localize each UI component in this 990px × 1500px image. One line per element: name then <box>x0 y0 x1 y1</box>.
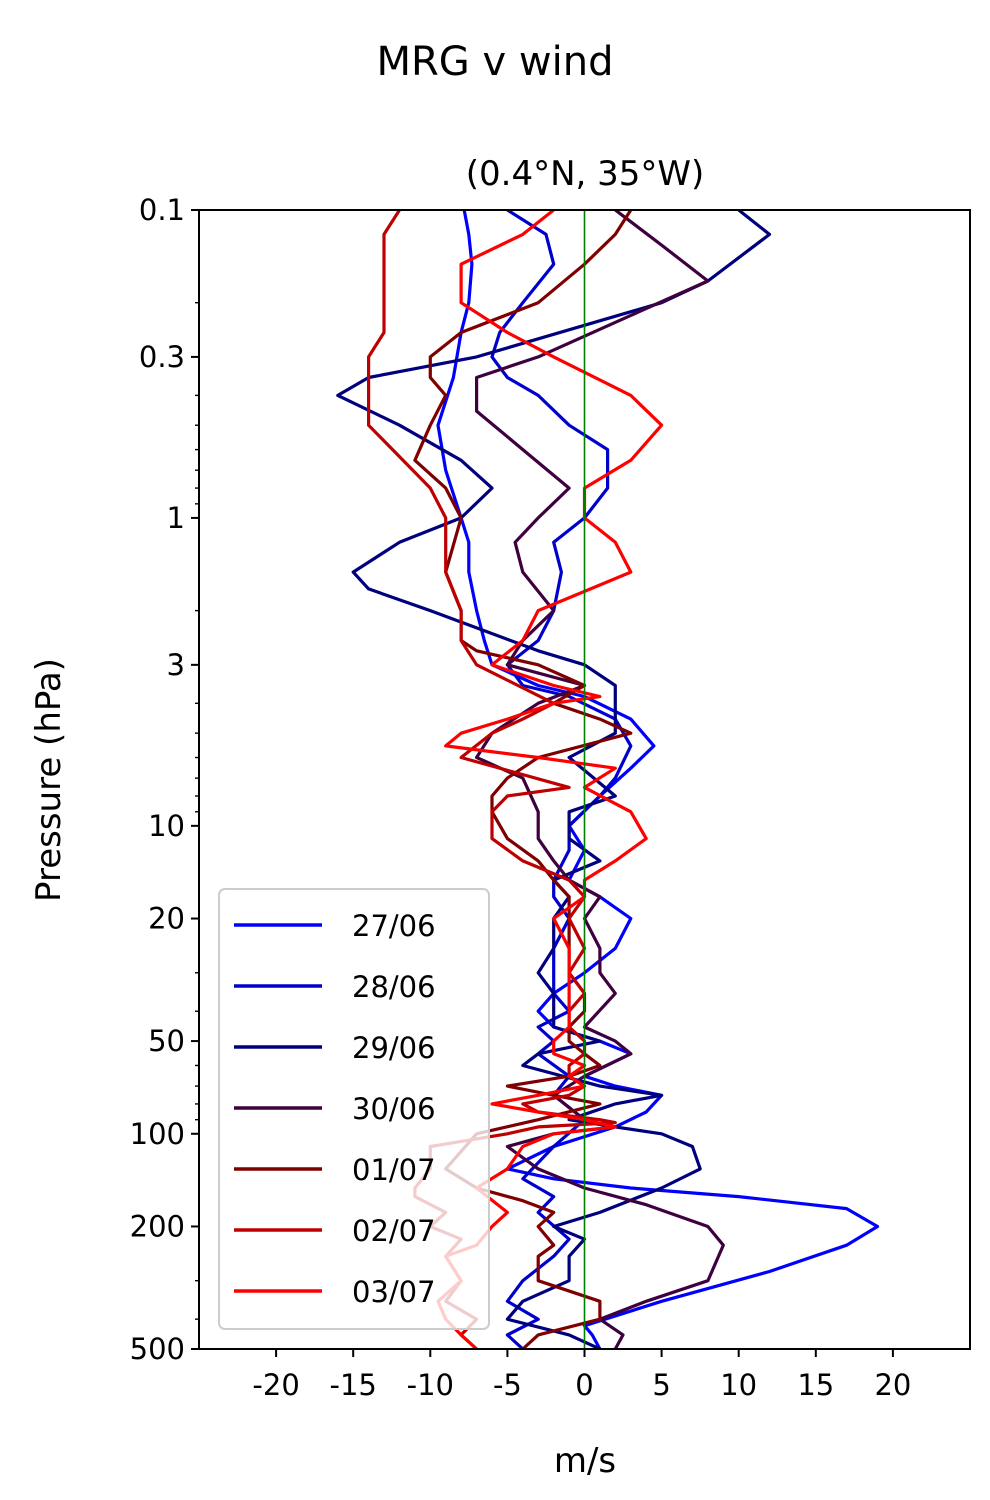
y-tick-label: 20 <box>148 902 185 936</box>
legend-entry-label: 27/06 <box>352 909 436 943</box>
y-tick-label: 3 <box>167 648 185 682</box>
legend-entry-label: 29/06 <box>352 1031 436 1065</box>
series-line-2 <box>490 210 633 1349</box>
y-tick-label: 0.1 <box>139 193 185 227</box>
legend-entry-label: 02/07 <box>352 1214 436 1248</box>
y-tick-label: 0.3 <box>139 340 185 374</box>
x-tick-label: -5 <box>493 1368 522 1402</box>
legend-box <box>218 888 490 1330</box>
legend-entry-label: 01/07 <box>352 1153 436 1187</box>
x-tick-label: -10 <box>407 1368 454 1402</box>
series-line-1 <box>436 210 880 1349</box>
x-tick-label: 5 <box>652 1368 670 1402</box>
legend-entry-label: 03/07 <box>352 1275 436 1309</box>
y-tick-label: 100 <box>130 1117 185 1151</box>
y-tick-label: 200 <box>130 1209 185 1243</box>
chart-subtitle: (0.4°N, 35°W) <box>466 154 705 194</box>
y-tick-label: 1 <box>167 501 185 535</box>
x-axis-ticks: -20 -15 -10 -5 0 5 10 15 20 <box>252 1349 911 1402</box>
y-tick-label: 10 <box>148 809 185 843</box>
legend: 27/06 28/06 29/06 30/06 01/07 02/07 03/07 <box>218 888 490 1330</box>
y-tick-label: 500 <box>130 1332 185 1366</box>
x-tick-label: 10 <box>720 1368 757 1402</box>
x-tick-label: 20 <box>874 1368 911 1402</box>
legend-entry-label: 28/06 <box>352 970 436 1004</box>
y-axis-ticks: 0.1 0.3 1 3 10 20 50 100 200 500 <box>130 193 199 1366</box>
x-axis-label: m/s <box>554 1441 616 1481</box>
x-tick-label: -15 <box>330 1368 377 1402</box>
y-tick-label: 50 <box>148 1024 185 1058</box>
y-axis-label: Pressure (hPa) <box>29 658 69 902</box>
chart-title: MRG v wind <box>377 39 614 85</box>
legend-entry-label: 30/06 <box>352 1092 436 1126</box>
x-tick-label: 15 <box>797 1368 834 1402</box>
x-tick-label: -20 <box>252 1368 299 1402</box>
series-line-5 <box>413 210 633 1349</box>
x-tick-label: 0 <box>575 1368 593 1402</box>
